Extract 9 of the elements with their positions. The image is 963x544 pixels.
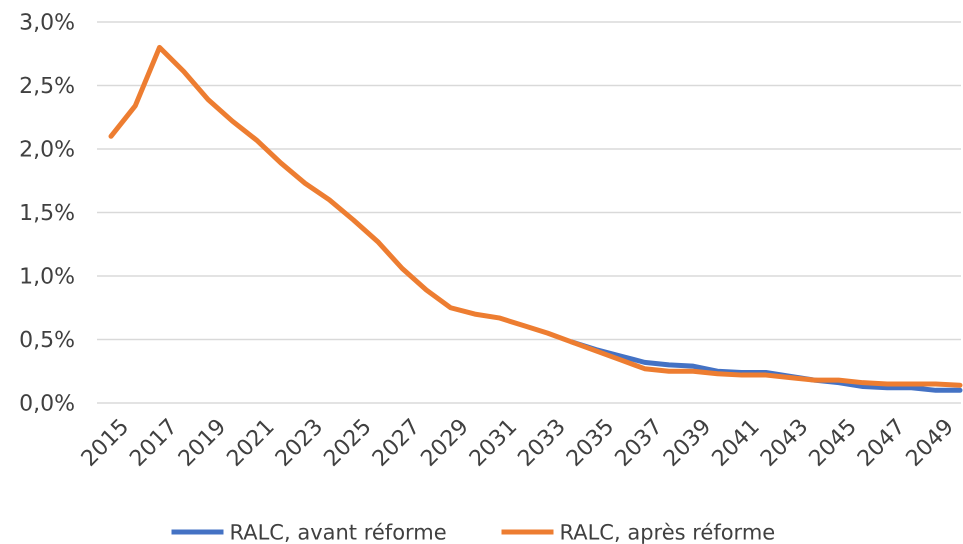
legend-label: RALC, après réforme [560,520,776,544]
y-tick-label: 3,0% [19,10,75,36]
y-tick-label: 1,5% [19,201,75,226]
y-tick-label: 2,0% [19,138,75,163]
y-tick-label: 0,5% [19,328,75,354]
y-tick-label: 0,0% [19,392,75,417]
legend-label: RALC, avant réforme [230,520,447,544]
y-tick-label: 1,0% [19,264,75,290]
y-tick-label: 2,5% [19,74,75,100]
